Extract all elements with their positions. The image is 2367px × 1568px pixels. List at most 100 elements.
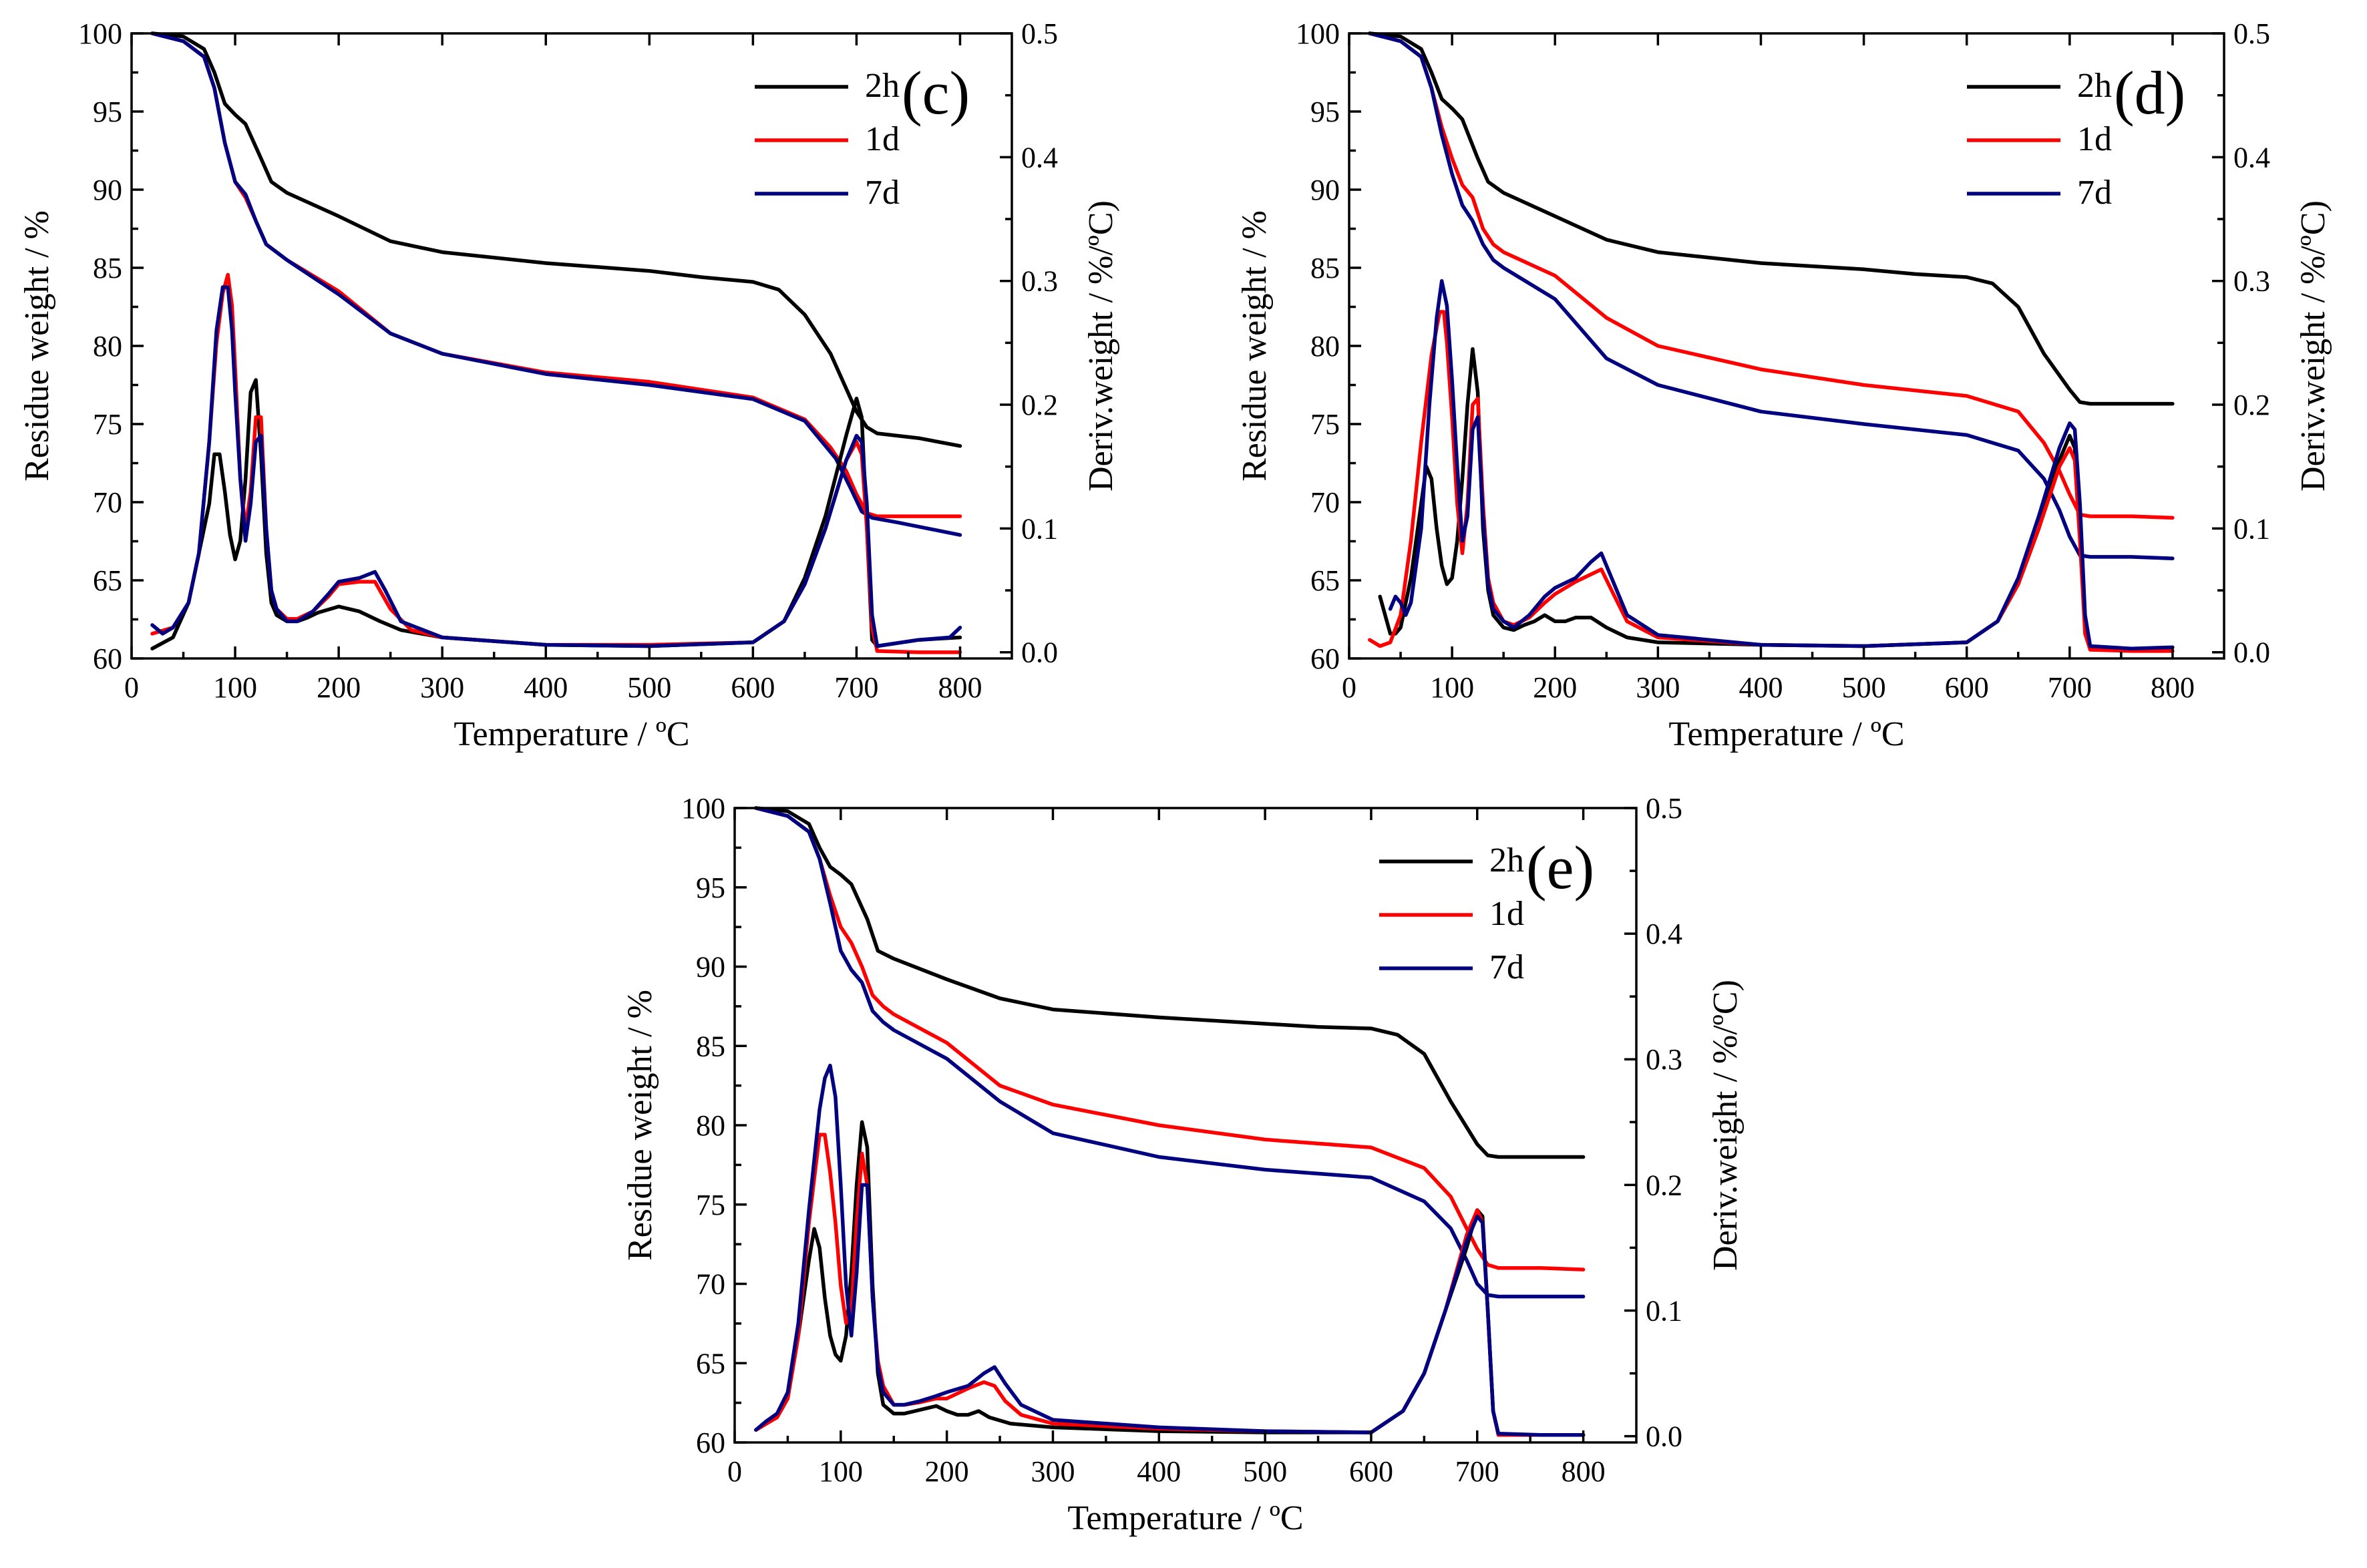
series-line-2h-deriv [754, 1120, 1586, 1437]
y2-tick-label: 0.4 [1646, 918, 1682, 950]
series-line-7d-deriv [1388, 278, 2175, 650]
y2-tick-label: 0.5 [1646, 792, 1682, 825]
y2-tick-label: 0.4 [2233, 141, 2270, 174]
y-tick-label: 65 [696, 1347, 725, 1380]
x-tick-label: 400 [1739, 671, 1783, 704]
y-tick-label: 65 [93, 564, 122, 597]
y-tick-label: 100 [1296, 17, 1340, 50]
x-tick-label: 0 [1342, 671, 1356, 704]
x-tick-label: 400 [524, 671, 568, 704]
y2-axis-title: Deriv.weight / %/ºC) [2294, 200, 2332, 492]
y2-tick-label: 0.5 [1021, 17, 1058, 50]
series-line-7d-deriv [150, 285, 962, 648]
y2-tick-label: 0.5 [2233, 17, 2270, 50]
series-line-7d-residue [1368, 31, 2175, 560]
chart-panel-c: 0 100 200 300 400 500 600 700 800 60 65 70 75 80 85 90 9… [18, 17, 1120, 753]
legend-label-1d: 1d [1489, 895, 1524, 933]
x-tick-label: 300 [1636, 671, 1680, 704]
y2-tick-label: 0.0 [1646, 1420, 1682, 1453]
y-tick-label: 100 [681, 792, 725, 825]
y2-tick-label: 0.1 [1646, 1294, 1682, 1327]
series-group [150, 31, 962, 654]
y-tick-label: 70 [1310, 486, 1340, 519]
legend-label-2h: 2h [2077, 67, 2112, 105]
panel-label: (d) [2114, 59, 2185, 127]
x-tick-label: 600 [1349, 1455, 1393, 1488]
chart-panel-e: 0 100 200 300 400 500 600 700 800 60 65 70 75 80 85 90 9… [621, 792, 1745, 1537]
x-tick-label: 0 [124, 671, 139, 704]
series-line-1d-deriv [1368, 310, 2175, 653]
panel-label: (e) [1526, 833, 1594, 902]
x-tick-label: 700 [2048, 671, 2092, 704]
y-tick-label: 90 [696, 951, 725, 984]
y-tick-label: 80 [93, 330, 122, 363]
y2-tick-label: 0.3 [1646, 1043, 1682, 1076]
y2-tick-label: 0.0 [2233, 636, 2270, 669]
series-line-7d-residue [150, 31, 962, 537]
y2-tick-label: 0.1 [2233, 512, 2270, 545]
chart-panel-d: 0 100 200 300 400 500 600 700 800 60 65 70 75 80 85 90 9… [1236, 17, 2332, 753]
series-line-1d-residue [150, 31, 962, 518]
series-group [1368, 31, 2175, 653]
y-axis-title: Residue weight / % [18, 210, 56, 481]
x-tick-label: 800 [2151, 671, 2195, 704]
y-tick-label: 70 [93, 486, 122, 519]
y-tick-label: 60 [1310, 642, 1340, 675]
x-tick-label: 700 [1455, 1455, 1499, 1488]
x-tick-label: 300 [420, 671, 464, 704]
legend-label-2h: 2h [865, 67, 900, 105]
y-tick-label: 80 [1310, 330, 1340, 363]
y2-tick-label: 0.1 [1021, 512, 1058, 545]
y2-axis-title: Deriv.weight / %/ºC) [1082, 200, 1120, 492]
x-tick-label: 100 [1430, 671, 1474, 704]
legend-label-2h: 2h [1489, 841, 1524, 879]
legend-label-7d: 7d [2077, 174, 2112, 212]
y2-axis-title: Deriv.weight / %/ºC) [1706, 980, 1745, 1271]
y2-tick-label: 0.2 [1021, 389, 1058, 421]
series-line-2h-residue [150, 31, 962, 448]
y-tick-label: 65 [1310, 564, 1340, 597]
y-tick-label: 75 [696, 1189, 725, 1221]
legend-label-7d: 7d [865, 174, 900, 212]
y-axis-title: Residue weight / % [621, 990, 659, 1261]
legend: 2h 1d 7d [1379, 841, 1524, 986]
x-tick-label: 800 [938, 671, 982, 704]
y2-tick-label: 0.0 [1021, 636, 1058, 669]
y2-tick-label: 0.2 [2233, 389, 2270, 421]
x-tick-label: 600 [731, 671, 775, 704]
series-line-7d-deriv [754, 1063, 1586, 1437]
y-tick-label: 85 [696, 1030, 725, 1062]
y2-tick-label: 0.2 [1646, 1169, 1682, 1201]
legend-label-1d: 1d [865, 120, 900, 158]
y-tick-label: 60 [93, 642, 122, 675]
x-tick-label: 200 [1533, 671, 1577, 704]
series-line-2h-deriv [150, 378, 962, 650]
legend: 2h 1d 7d [755, 67, 900, 212]
y2-tick-label: 0.3 [1021, 265, 1058, 298]
x-axis-title: Temperature / ºC [1668, 715, 1904, 753]
y-tick-label: 95 [1310, 95, 1340, 128]
series-line-1d-residue [754, 806, 1586, 1271]
x-axis-title: Temperature / ºC [1067, 1499, 1303, 1537]
x-tick-label: 800 [1562, 1455, 1606, 1488]
y-tick-label: 90 [93, 174, 122, 206]
y-tick-label: 95 [696, 871, 725, 904]
y-tick-label: 60 [696, 1426, 725, 1459]
y-tick-label: 90 [1310, 174, 1340, 206]
x-tick-label: 300 [1031, 1455, 1075, 1488]
y-tick-label: 70 [696, 1268, 725, 1301]
series-line-1d-residue [1368, 31, 2175, 520]
x-tick-label: 600 [1945, 671, 1989, 704]
y-tick-label: 75 [93, 408, 122, 441]
series-line-2h-residue [1368, 31, 2175, 406]
x-tick-label: 200 [317, 671, 361, 704]
y-tick-label: 80 [696, 1109, 725, 1142]
panel-label: (c) [902, 59, 970, 127]
series-line-2h-residue [754, 806, 1586, 1159]
x-tick-label: 100 [819, 1455, 863, 1488]
series-group [754, 806, 1586, 1437]
x-tick-label: 100 [213, 671, 257, 704]
legend-label-1d: 1d [2077, 120, 2112, 158]
x-tick-label: 500 [1842, 671, 1886, 704]
